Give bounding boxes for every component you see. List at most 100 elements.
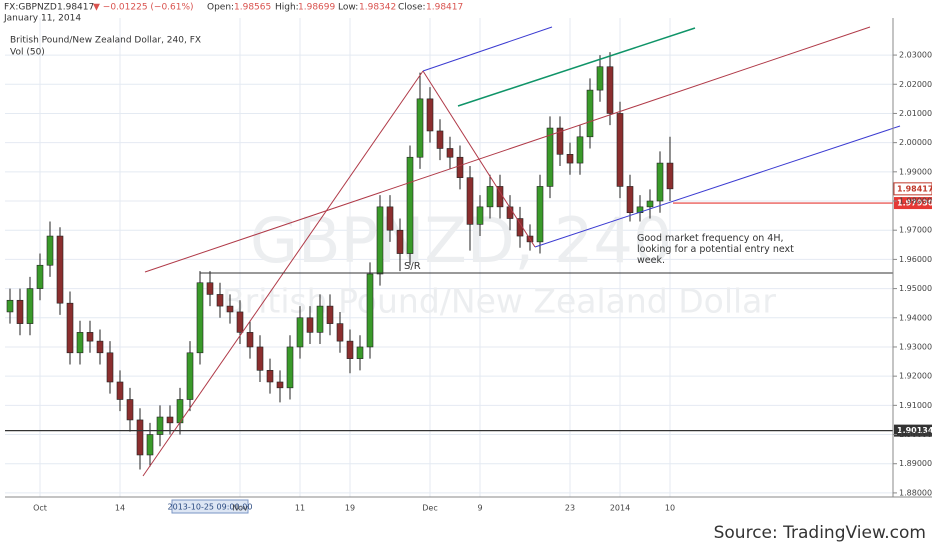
candle-body (616, 113, 624, 187)
candle-body (386, 206, 394, 231)
candle-body (316, 305, 324, 333)
x-tick-label: 19 (345, 504, 355, 513)
candle-body (336, 323, 344, 342)
candle-body (166, 416, 174, 424)
y-tick-label: 1.90000 (899, 430, 932, 439)
candle-body (556, 127, 564, 155)
close-label: Close: (398, 3, 426, 13)
x-tick-label: Dec (422, 504, 437, 513)
watermark: GBPNZD, 240 (250, 204, 672, 277)
candle-body (486, 186, 494, 208)
source: Source: TradingView.com (714, 523, 926, 543)
candle-body (206, 282, 214, 295)
price-label-box (894, 197, 932, 210)
high: 1.98699 (298, 3, 335, 13)
date: January 11, 2014 (3, 14, 81, 24)
candle-body (216, 294, 224, 307)
candle-body (426, 98, 434, 132)
candle-body (476, 206, 484, 225)
y-tick-label: 1.95000 (899, 284, 932, 293)
candle-body (36, 264, 44, 289)
x-tick-label: Oct (33, 504, 47, 513)
channel-line (144, 26, 871, 273)
candle-body (56, 235, 64, 304)
candle-body (446, 148, 454, 158)
open-label: Open: (207, 3, 234, 13)
price-lines: 1.90134 1.97930 1.98417 (5, 182, 932, 437)
low: 1.98342 (359, 3, 396, 13)
candles (6, 52, 674, 470)
low-label: Low: (338, 3, 358, 13)
axes: 1.88000 1.89000 1.90000 1.91000 1.92000 1.930… (33, 51, 932, 514)
candle-body (416, 98, 424, 158)
candle-body (396, 229, 404, 254)
candle-body (576, 136, 584, 164)
candle-body (346, 340, 354, 359)
candle-body (186, 352, 194, 400)
watermark-subtitle: British Pound/New Zealand Dollar (222, 282, 776, 321)
annotation-box: Good market frequency on 4H, looking for… (637, 233, 794, 266)
candle-body (76, 332, 84, 354)
change: ▼ −0.01225 (−0.61%) (93, 3, 194, 13)
y-tick-label: 1.98000 (899, 197, 932, 206)
indicator: Vol (50) (10, 48, 45, 58)
series-title: British Pound/New Zealand Dollar, 240, F… (10, 36, 201, 46)
high-label: High: (275, 3, 299, 13)
x-tick-label: 9 (477, 504, 482, 513)
candle-body (456, 156, 464, 178)
symbol: FX:GBPNZD (4, 3, 57, 13)
candle-body (366, 273, 374, 348)
candle-body (406, 156, 414, 254)
candle-body (116, 381, 124, 400)
candle-body (536, 186, 544, 243)
y-tick-label: 1.88000 (899, 488, 932, 497)
candle-body (586, 89, 594, 138)
candle-body (306, 317, 314, 333)
y-tick-label: 1.99000 (899, 167, 932, 176)
candle-body (126, 399, 134, 421)
candle-body (596, 66, 604, 91)
candle-body (106, 352, 114, 383)
candle-body (236, 311, 244, 333)
candle-body (326, 305, 334, 324)
candle-body (466, 177, 474, 225)
candle-body (606, 66, 614, 114)
drawings (142, 26, 901, 477)
candle-body (276, 381, 284, 389)
last-price: 1.98417 (57, 3, 94, 13)
price-label-box (894, 424, 932, 437)
candle-body (136, 419, 144, 456)
header: FX:GBPNZD 1.98417 ▼ −0.01225 (−0.61%) Op… (3, 3, 463, 58)
x-tick-label: 2014 (610, 504, 630, 513)
y-tick-label: 1.91000 (899, 401, 932, 410)
crosshair-label-box (171, 499, 249, 514)
candle-body (626, 186, 634, 213)
candle-body (246, 332, 254, 348)
x-tick-label: 10 (665, 504, 675, 513)
sr-label: S/R (404, 261, 421, 272)
last-price-label: 1.98417 (897, 184, 932, 193)
candle-body (16, 299, 24, 324)
y-tick-label: 1.92000 (899, 372, 932, 381)
channel-line (457, 27, 696, 107)
y-tick-label: 2.00000 (899, 138, 932, 147)
channel-line (422, 26, 553, 72)
x-tick-label: 23 (565, 504, 575, 513)
channel-line (534, 125, 901, 248)
candle-body (226, 305, 234, 313)
y-tick-label: 1.89000 (899, 459, 932, 468)
candle-body (656, 162, 664, 202)
price-label: 1.90134 (897, 426, 932, 435)
candle-body (6, 299, 14, 313)
y-tick-label: 1.94000 (899, 313, 932, 322)
candle-body (566, 154, 574, 164)
candle-body (546, 127, 554, 187)
candle-body (646, 200, 654, 208)
candle-body (436, 130, 444, 149)
open: 1.98565 (234, 3, 271, 13)
price-label: 1.97930 (897, 199, 932, 208)
candle-body (356, 346, 364, 359)
y-tick-label: 2.03000 (899, 51, 932, 60)
candle-body (286, 346, 294, 389)
